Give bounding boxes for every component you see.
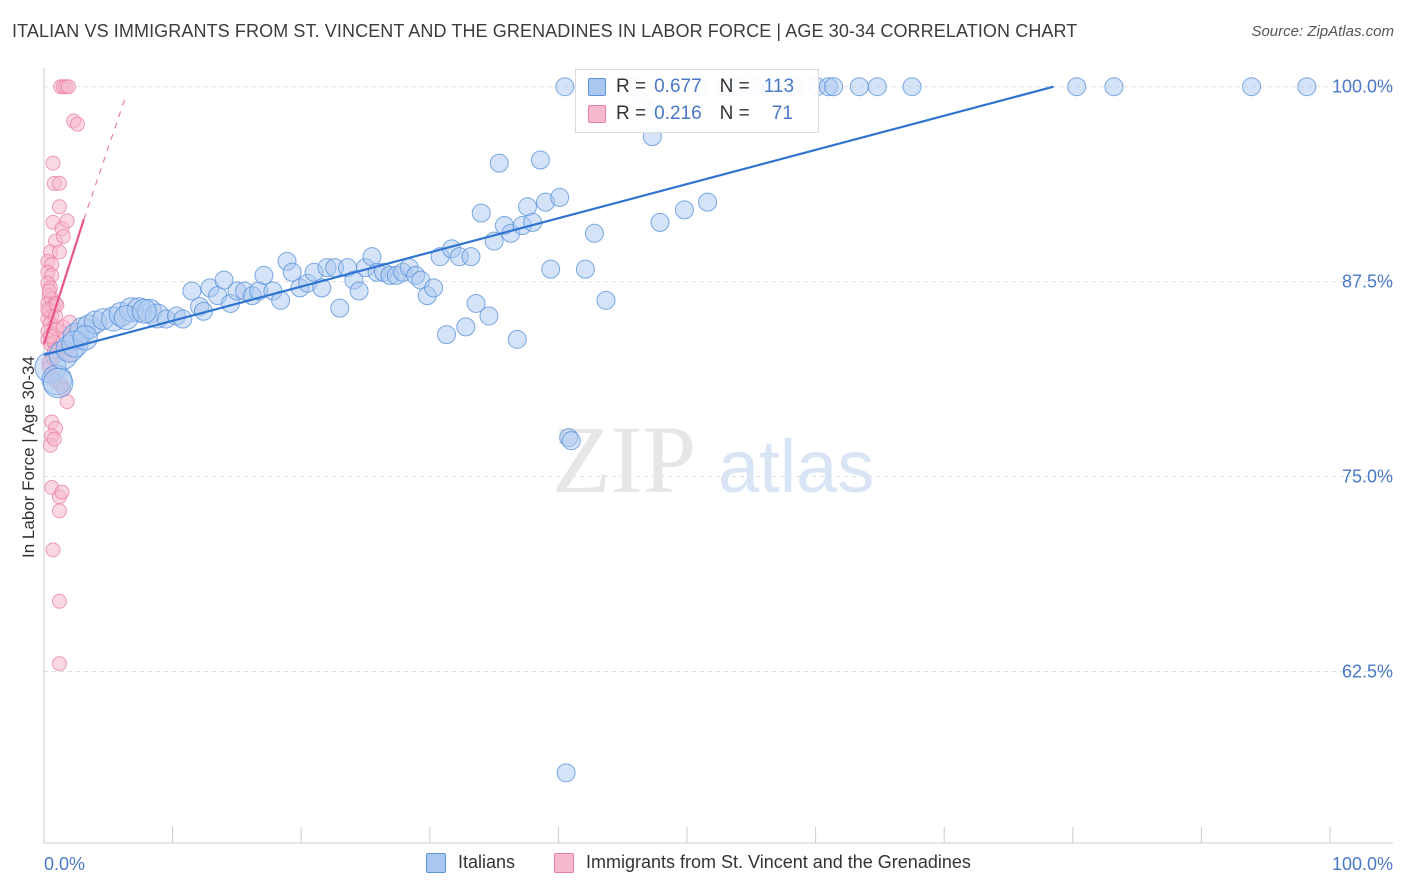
point-svg (59, 213, 75, 229)
legend-swatch-svg (554, 852, 574, 873)
point-italians (42, 367, 74, 399)
point-italians (466, 293, 486, 313)
point-italians (507, 329, 527, 349)
legend-swatch-svg (588, 105, 606, 123)
y-axis-label: In Labor Force | Age 30-34 (19, 356, 38, 558)
legend-label-italians: Italians (458, 852, 516, 872)
trend-line-svg-extension (83, 94, 127, 220)
point-italians (182, 281, 202, 301)
legend-n-label: N = (719, 103, 750, 124)
point-italians (282, 262, 302, 282)
point-italians (530, 150, 550, 170)
point-italians (479, 306, 499, 326)
legend-item-italians: Italians (426, 852, 515, 873)
gridlines (44, 86, 1393, 672)
point-italians (214, 270, 234, 290)
point-italians (555, 77, 575, 97)
y-tick-label: 62.5% (1342, 661, 1393, 681)
source-credit: Source: ZipAtlas.com (1251, 23, 1394, 40)
y-tick-label: 100.0% (1332, 77, 1393, 97)
point-italians (461, 247, 481, 267)
point-italians (902, 77, 922, 97)
point-svg (55, 228, 71, 244)
legend-r-label: R = (616, 76, 647, 97)
point-italians (824, 77, 844, 97)
legend-swatch-italians (426, 852, 446, 873)
zipatlas-watermark: ZIP atlas (552, 406, 874, 513)
point-italians (561, 431, 581, 451)
point-italians (556, 763, 576, 783)
point-svg (45, 155, 61, 171)
point-italians (424, 278, 444, 298)
trend-lines (42, 85, 1054, 356)
point-italians (330, 298, 350, 318)
y-tick-label: 75.0% (1342, 467, 1393, 487)
point-italians (489, 153, 509, 173)
point-italians (437, 325, 457, 345)
point-svg (45, 542, 61, 558)
trend-line-italians (43, 85, 1054, 356)
point-italians (471, 203, 491, 223)
point-italians (1297, 77, 1317, 97)
point-italians (867, 77, 887, 97)
legend-row-svg: R = 0.216 N = 71 (588, 103, 793, 125)
point-svg (46, 431, 62, 447)
point-italians (1104, 77, 1124, 97)
legend-n-label: N = (719, 76, 750, 97)
point-svg (51, 656, 67, 672)
x-axis-ticks (43, 827, 1331, 843)
x-tick-label-min: 0.0% (44, 854, 85, 874)
legend-swatch-italians (588, 78, 606, 96)
point-italians (349, 281, 369, 301)
point-italians (72, 325, 98, 351)
point-svg (51, 593, 67, 609)
legend-row-italians: R = 0.677 N = 113 (588, 76, 794, 98)
point-italians (575, 259, 595, 279)
point-italians (550, 187, 570, 207)
point-svg (69, 116, 85, 132)
point-italians (254, 265, 274, 285)
stats-legend: R = 0.677 N = 113 R = 0.216 N = 71 (575, 69, 819, 133)
point-svg (60, 79, 76, 95)
legend-r-value-svg: 0.216 (654, 103, 702, 124)
point-svg (41, 283, 57, 299)
point-italians (541, 259, 561, 279)
chart-title: ITALIAN VS IMMIGRANTS FROM ST. VINCENT A… (12, 21, 1078, 41)
point-italians (596, 290, 616, 310)
legend-label-svg: Immigrants from St. Vincent and the Gren… (586, 852, 971, 872)
point-italians (1242, 77, 1262, 97)
legend-r-label: R = (616, 103, 647, 124)
point-svg (54, 484, 70, 500)
point-italians (584, 223, 604, 243)
point-italians (456, 317, 476, 337)
point-italians (131, 298, 157, 324)
point-italians (849, 77, 869, 97)
legend-n-value-svg: 71 (771, 103, 793, 124)
legend-n-value-italians: 113 (763, 76, 795, 97)
point-italians (698, 192, 718, 212)
point-svg (51, 503, 67, 519)
point-svg (51, 199, 67, 215)
axes (43, 68, 1393, 844)
watermark-atlas: atlas (718, 425, 874, 508)
trend-line-svg (42, 218, 85, 345)
legend-r-value-italians: 0.677 (654, 76, 702, 97)
series-legend: Italians Immigrants from St. Vincent and… (0, 852, 1406, 878)
series-italians-points (34, 77, 1317, 783)
y-tick-label: 87.5% (1342, 272, 1393, 292)
point-italians (1067, 77, 1087, 97)
watermark-zip: ZIP (552, 406, 696, 513)
point-svg (51, 244, 67, 260)
point-svg (51, 175, 67, 191)
legend-item-svg: Immigrants from St. Vincent and the Gren… (554, 852, 971, 873)
x-tick-label-max: 100.0% (1332, 854, 1393, 874)
point-italians (650, 212, 670, 232)
y-axis-tick-labels: 62.5% 75.0% 87.5% 100.0% (1332, 77, 1393, 682)
point-italians (674, 200, 694, 220)
